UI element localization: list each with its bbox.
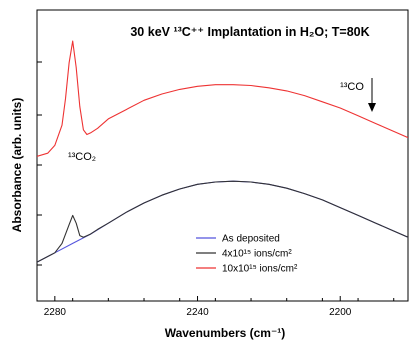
x-tick-label-2200: 2200	[329, 307, 352, 318]
x-tick-label-2240: 2240	[186, 307, 209, 318]
down-arrow-icon	[368, 78, 376, 112]
plot-frame	[36, 9, 409, 302]
annotation-13co2: ¹³CO₂	[68, 151, 96, 163]
plot-area: 2280 2240 2200	[36, 9, 409, 318]
series-line-1	[37, 180, 408, 263]
legend-label-2: 10x10¹⁵ ions/cm²	[222, 264, 298, 275]
legend: As deposited 4x10¹⁵ ions/cm² 10x10¹⁵ ions/…	[196, 234, 298, 275]
x-tick-label-2280: 2280	[44, 307, 67, 318]
chart-title: 30 keV ¹³C⁺⁺ Implantation in H₂O; T=80K	[130, 25, 369, 39]
x-axis-label: Wavenumbers (cm⁻¹)	[165, 326, 286, 340]
legend-label-1: 4x10¹⁵ ions/cm²	[222, 249, 292, 260]
annotation-13co: ¹³CO	[340, 81, 364, 93]
y-axis-label: Absorbance (arb. units)	[10, 98, 24, 233]
series-line-2	[37, 40, 408, 157]
legend-label-0: As deposited	[222, 234, 280, 245]
